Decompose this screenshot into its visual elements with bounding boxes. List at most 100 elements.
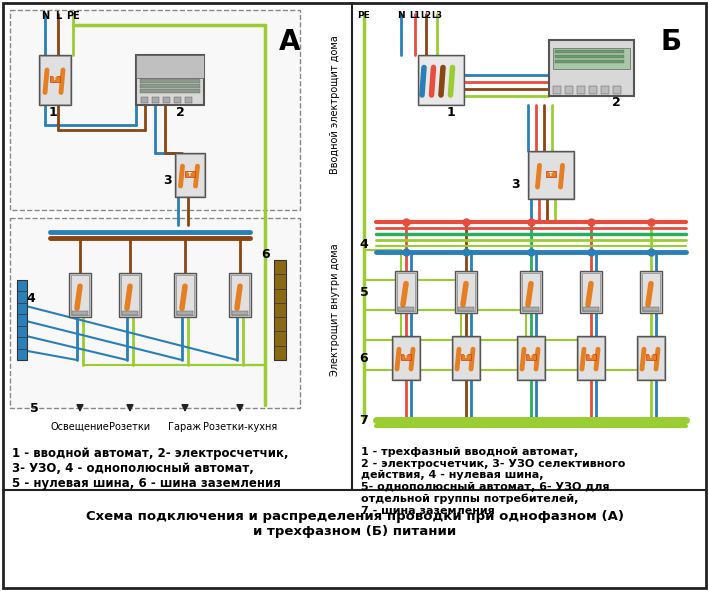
Bar: [642, 273, 660, 311]
Bar: [526, 354, 536, 360]
Text: Б: Б: [661, 28, 681, 56]
Text: А: А: [279, 28, 301, 56]
Text: T: T: [53, 76, 57, 82]
Bar: [119, 273, 141, 317]
Bar: [646, 354, 656, 360]
Bar: [398, 307, 414, 311]
Bar: [588, 86, 596, 94]
Bar: [578, 337, 604, 379]
Text: Розетки: Розетки: [109, 422, 150, 432]
Text: 5: 5: [30, 401, 39, 414]
Bar: [69, 273, 91, 317]
Text: 6: 6: [262, 248, 270, 261]
Bar: [586, 354, 596, 360]
Text: 2: 2: [612, 96, 620, 109]
Bar: [152, 97, 159, 103]
Bar: [552, 86, 561, 94]
Text: Розетки-кухня: Розетки-кухня: [203, 422, 277, 432]
Bar: [418, 55, 464, 105]
Bar: [637, 336, 665, 380]
Bar: [229, 273, 251, 317]
Bar: [71, 275, 89, 315]
Text: Схема подключения и распределения проводки при однофазном (А)
и трехфазном (Б) п: Схема подключения и распределения провод…: [86, 510, 623, 538]
Text: T: T: [589, 355, 593, 359]
Bar: [582, 273, 600, 311]
Bar: [601, 86, 608, 94]
Bar: [643, 307, 659, 311]
Text: 1 - вводной автомат, 2- электросчетчик,
3- УЗО, 4 - однополюсный автомат,
5 - ну: 1 - вводной автомат, 2- электросчетчик, …: [12, 447, 289, 490]
Text: 7: 7: [359, 414, 369, 427]
Text: T: T: [649, 355, 653, 359]
Bar: [461, 354, 471, 360]
Bar: [580, 271, 602, 313]
Text: T: T: [404, 355, 408, 359]
Text: Электрощит внутри дома: Электрощит внутри дома: [330, 243, 340, 376]
Bar: [529, 152, 573, 198]
Text: N: N: [397, 11, 405, 21]
Text: 6: 6: [359, 352, 368, 365]
Bar: [397, 273, 415, 311]
Text: 1 - трехфазный вводной автомат,
2 - электросчетчик, 3- УЗО селективного
действия: 1 - трехфазный вводной автомат, 2 - элек…: [361, 447, 625, 516]
Text: T: T: [464, 355, 468, 359]
Bar: [174, 97, 181, 103]
Text: L: L: [55, 11, 61, 21]
Text: PE: PE: [66, 11, 80, 21]
Bar: [185, 171, 195, 177]
Bar: [395, 271, 417, 313]
Bar: [546, 171, 556, 177]
Bar: [528, 151, 574, 199]
Text: 3: 3: [164, 174, 172, 187]
Bar: [177, 311, 193, 315]
Text: L2: L2: [420, 11, 432, 21]
Text: 1: 1: [447, 106, 455, 119]
Text: 3: 3: [512, 178, 520, 191]
Bar: [140, 79, 200, 83]
Text: 1: 1: [49, 106, 57, 119]
Bar: [638, 337, 664, 379]
Bar: [163, 97, 170, 103]
Text: T: T: [188, 171, 192, 177]
Text: T: T: [549, 171, 553, 177]
Bar: [564, 86, 572, 94]
Bar: [554, 50, 623, 53]
Bar: [121, 275, 139, 315]
Text: 5: 5: [359, 285, 369, 298]
Text: L1: L1: [409, 11, 420, 21]
Bar: [457, 273, 475, 311]
Bar: [520, 271, 542, 313]
Bar: [393, 337, 419, 379]
Bar: [577, 336, 605, 380]
Bar: [232, 311, 248, 315]
Bar: [140, 89, 200, 93]
Bar: [50, 76, 60, 82]
Bar: [455, 271, 477, 313]
Bar: [452, 336, 480, 380]
Bar: [72, 311, 88, 315]
Bar: [17, 280, 27, 360]
Bar: [136, 55, 204, 77]
Bar: [453, 337, 479, 379]
Bar: [549, 40, 634, 96]
Bar: [554, 60, 623, 63]
Text: 4: 4: [26, 291, 35, 304]
Bar: [518, 337, 544, 379]
Bar: [141, 97, 148, 103]
Text: Гараж: Гараж: [169, 422, 201, 432]
Bar: [185, 97, 192, 103]
Text: PE: PE: [357, 11, 370, 21]
Text: 4: 4: [359, 239, 369, 252]
Bar: [174, 273, 196, 317]
Bar: [576, 86, 584, 94]
Bar: [176, 275, 194, 315]
Bar: [175, 153, 205, 197]
Bar: [176, 154, 204, 196]
Bar: [10, 10, 300, 210]
Bar: [552, 48, 630, 69]
Bar: [554, 55, 623, 58]
Bar: [523, 307, 539, 311]
Bar: [39, 55, 71, 105]
Bar: [122, 311, 138, 315]
Text: Освещение: Освещение: [50, 422, 109, 432]
Bar: [10, 218, 300, 408]
Bar: [274, 260, 286, 360]
